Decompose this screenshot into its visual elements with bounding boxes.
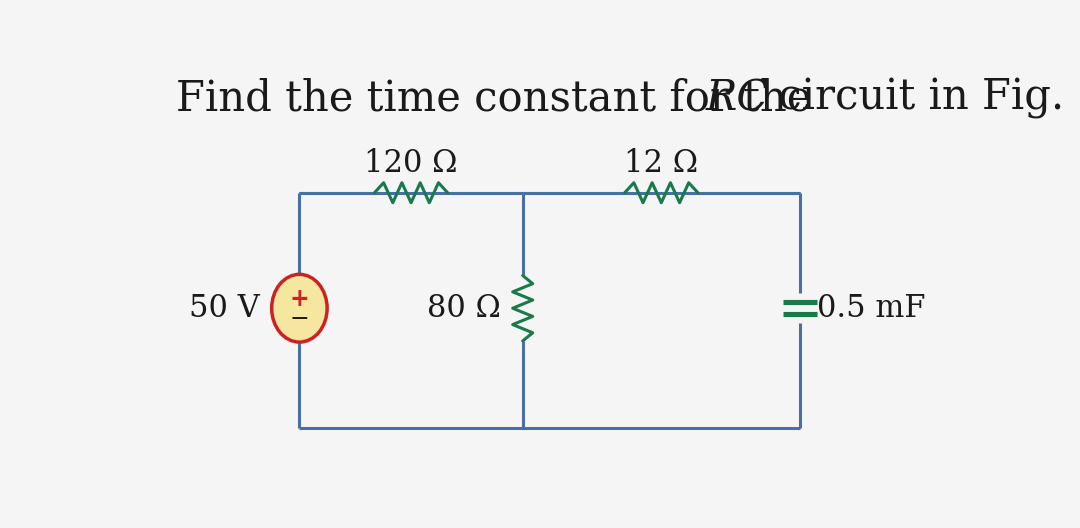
Text: −: −	[289, 307, 309, 331]
Text: 50 V: 50 V	[189, 293, 260, 324]
Ellipse shape	[272, 275, 327, 342]
Text: +: +	[289, 287, 309, 311]
Text: 80 Ω: 80 Ω	[428, 293, 501, 324]
Text: RC: RC	[706, 77, 769, 119]
Text: 12 Ω: 12 Ω	[624, 148, 699, 179]
Text: Find the time constant for the: Find the time constant for the	[176, 77, 825, 119]
Text: circuit in Fig.: circuit in Fig.	[766, 77, 1065, 119]
Text: 120 Ω: 120 Ω	[364, 148, 458, 179]
Text: 0.5 mF: 0.5 mF	[816, 293, 926, 324]
